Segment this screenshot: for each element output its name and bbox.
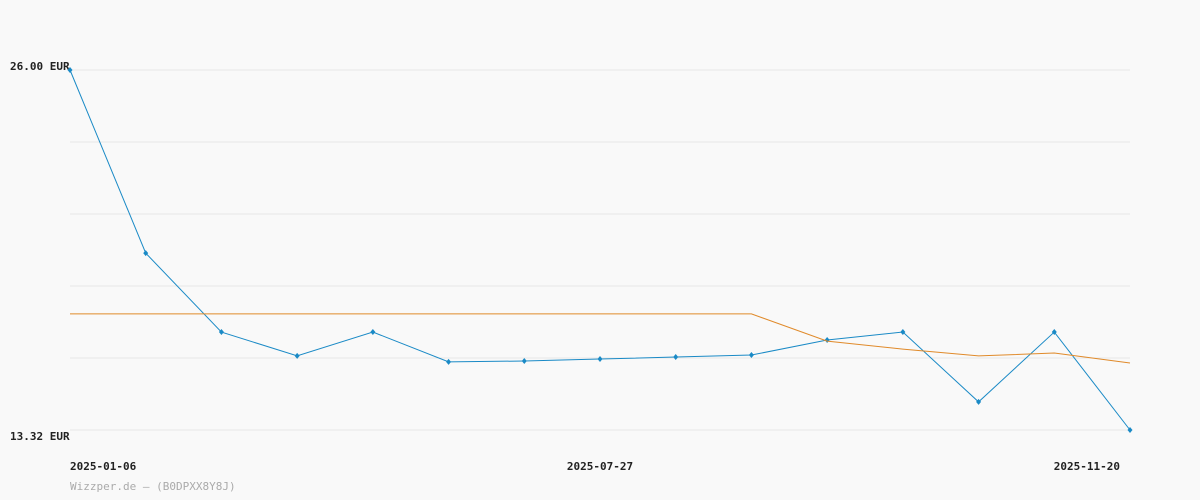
series-line [70, 313, 1131, 364]
data-point [900, 329, 906, 336]
data-point [370, 329, 376, 336]
y-tick-label: 26.00 EUR [10, 60, 70, 73]
data-point [521, 358, 527, 365]
x-tick-label: 2025-01-06 [70, 460, 137, 473]
data-point [446, 358, 452, 365]
data-point [67, 67, 73, 73]
data-point [294, 352, 300, 359]
x-tick-label: 2025-07-27 [567, 460, 633, 473]
data-point [1127, 427, 1133, 433]
series-line [69, 69, 1131, 431]
footer: Wizzper.de – (B0DPXX8Y8J) [70, 480, 236, 493]
x-tick-label: 2025-11-20 [1054, 460, 1120, 473]
data-point [143, 250, 149, 257]
data-point [748, 352, 754, 359]
data-point [218, 329, 224, 336]
data-point [976, 398, 982, 405]
y-tick-label: 13.32 EUR [10, 430, 70, 443]
data-point [597, 356, 603, 363]
data-point [1051, 329, 1057, 336]
data-point [673, 354, 679, 361]
